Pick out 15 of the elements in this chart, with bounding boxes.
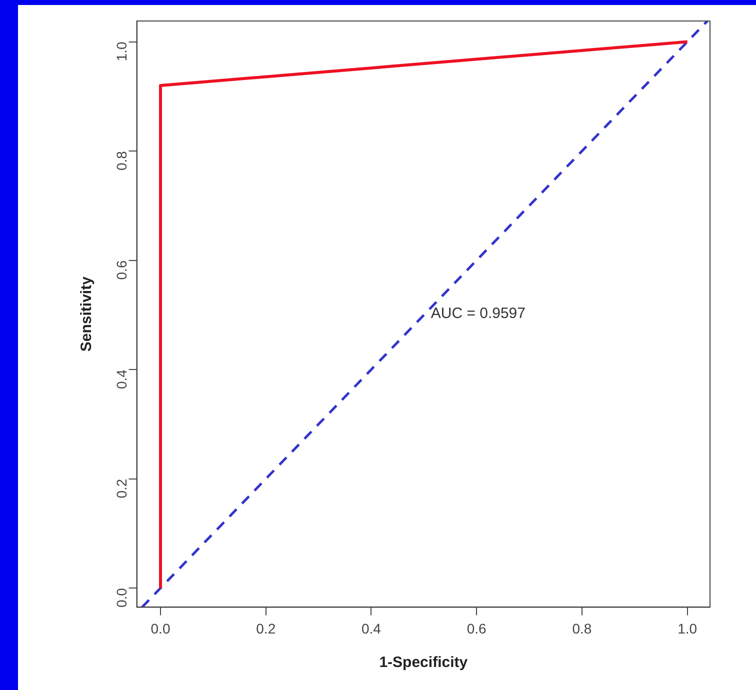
x-tick-label: 0.6 bbox=[466, 620, 487, 636]
x-tick-label: 0.0 bbox=[150, 620, 170, 636]
y-axis-title: Sensitivity bbox=[78, 276, 96, 352]
y-tick-label: 0.2 bbox=[114, 478, 130, 498]
y-tick-label: 0.0 bbox=[114, 588, 130, 608]
x-tick-label: 0.8 bbox=[572, 620, 592, 636]
y-tick-label: 0.8 bbox=[114, 150, 130, 170]
y-tick-label: 0.4 bbox=[114, 369, 130, 390]
x-tick-label: 0.2 bbox=[256, 620, 276, 636]
x-tick-label: 0.4 bbox=[362, 620, 382, 636]
x-axis-title: 1-Specificity bbox=[379, 654, 468, 672]
y-tick-label: 1.0 bbox=[114, 42, 130, 62]
x-tick-label: 1.0 bbox=[678, 620, 698, 636]
y-tick-label: 0.6 bbox=[114, 260, 130, 280]
annotation: AUC = 0.9597 bbox=[430, 305, 526, 322]
